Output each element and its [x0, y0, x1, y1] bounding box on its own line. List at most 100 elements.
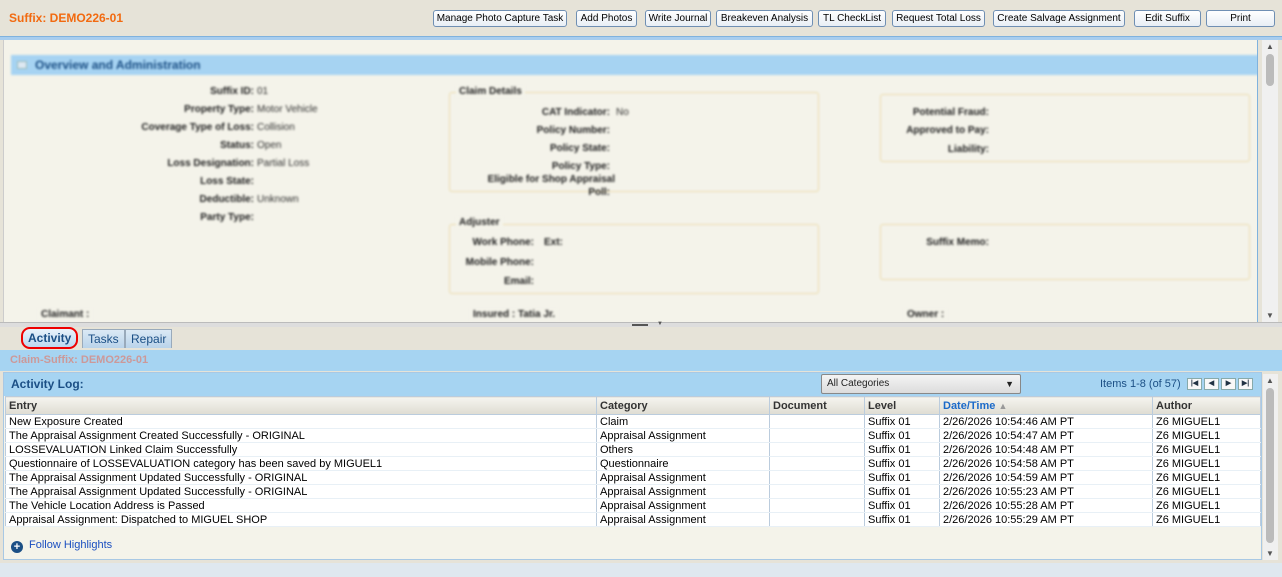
- activity-log-header: Activity Log: All Categories ▼ Items 1-8 …: [4, 373, 1261, 396]
- cell-category: Appraisal Assignment: [596, 470, 770, 485]
- edit-suffix-button[interactable]: Edit Suffix: [1134, 10, 1201, 27]
- scroll-down-icon[interactable]: ▼: [1266, 311, 1274, 320]
- claim-details-title: Claim Details: [456, 86, 525, 97]
- cell-document: [769, 512, 865, 527]
- cell-category: Appraisal Assignment: [596, 512, 770, 527]
- write-journal-button[interactable]: Write Journal: [645, 10, 711, 27]
- cell-datetime: 2/26/2026 10:55:23 AM PT: [939, 484, 1153, 499]
- create-salvage-assignment-button[interactable]: Create Salvage Assignment: [993, 10, 1125, 27]
- cell-category: Others: [596, 442, 770, 457]
- follow-highlights-link[interactable]: + Follow Highlights: [11, 539, 112, 553]
- adjuster-fieldset: [449, 224, 819, 294]
- tab-activity[interactable]: Activity: [21, 327, 79, 349]
- next-page-icon[interactable]: ▶: [1221, 378, 1236, 390]
- adjuster-title: Adjuster: [456, 217, 503, 228]
- activity-scrollbar[interactable]: ▲ ▼: [1263, 374, 1278, 560]
- cell-entry: The Appraisal Assignment Updated Success…: [5, 484, 597, 499]
- table-row[interactable]: The Appraisal Assignment Updated Success…: [5, 484, 1261, 499]
- cell-document: [769, 498, 865, 513]
- field-value: 01: [257, 86, 269, 97]
- cell-document: [769, 484, 865, 499]
- overview-scrollbar[interactable]: ▲ ▼: [1262, 40, 1278, 322]
- table-row[interactable]: Appraisal Assignment: Dispatched to MIGU…: [5, 512, 1261, 527]
- overview-header[interactable]: Overview and Administration: [11, 55, 1257, 75]
- print-button[interactable]: Print: [1206, 10, 1275, 27]
- approved-to-pay-label: Approved to Pay:: [906, 125, 989, 136]
- mobile-phone-label: Mobile Phone:: [465, 257, 534, 268]
- cell-category: Appraisal Assignment: [596, 498, 770, 513]
- cell-author: Z6 MIGUEL1: [1152, 414, 1261, 429]
- work-phone-label: Work Phone:: [472, 237, 534, 248]
- overview-panel: Overview and Administration Suffix ID: 01…: [3, 40, 1258, 322]
- cell-document: [769, 442, 865, 457]
- first-page-icon[interactable]: |◀: [1187, 378, 1202, 390]
- column-header-document[interactable]: Document: [769, 396, 865, 415]
- dropdown-arrow-icon: ▼: [1005, 379, 1014, 389]
- field-value: Unknown: [257, 194, 299, 205]
- cell-category: Appraisal Assignment: [596, 428, 770, 443]
- cell-entry: The Appraisal Assignment Created Success…: [5, 428, 597, 443]
- cell-datetime: 2/26/2026 10:54:47 AM PT: [939, 428, 1153, 443]
- fraud-fieldset: [880, 94, 1250, 162]
- column-header-author[interactable]: Author: [1152, 396, 1261, 415]
- cell-datetime: 2/26/2026 10:55:29 AM PT: [939, 512, 1153, 527]
- field-label: Suffix ID:: [210, 86, 254, 97]
- sort-asc-icon: ▲: [998, 400, 1008, 411]
- scroll-down-icon[interactable]: ▼: [1266, 549, 1274, 558]
- request-total-loss-button[interactable]: Request Total Loss: [892, 10, 985, 27]
- cell-category: Claim: [596, 414, 770, 429]
- last-page-icon[interactable]: ▶|: [1238, 378, 1253, 390]
- splitter-handle[interactable]: ▼: [0, 321, 1282, 327]
- field-value: Open: [257, 140, 282, 151]
- cell-document: [769, 470, 865, 485]
- cat-indicator-label: CAT Indicator:: [541, 107, 610, 118]
- column-header-datetime[interactable]: Date/Time ▲: [939, 396, 1153, 415]
- field-label: Coverage Type of Loss:: [141, 122, 254, 133]
- scroll-thumb[interactable]: [1266, 54, 1274, 86]
- table-row[interactable]: The Vehicle Location Address is Passed Ap…: [5, 498, 1261, 513]
- suffix-memo-label: Suffix Memo:: [926, 237, 989, 248]
- activity-log-panel: Activity Log: All Categories ▼ Items 1-8 …: [3, 372, 1262, 560]
- table-row[interactable]: LOSSEVALUATION Linked Claim Successfully…: [5, 442, 1261, 457]
- page-title: Suffix: DEMO226-01: [9, 11, 124, 25]
- column-header-category[interactable]: Category: [596, 396, 770, 415]
- cat-indicator-value: No: [616, 107, 629, 118]
- column-header-level[interactable]: Level: [864, 396, 940, 415]
- tl-checklist-button[interactable]: TL CheckList: [818, 10, 886, 27]
- breakeven-analysis-button[interactable]: Breakeven Analysis: [716, 10, 813, 27]
- column-header-entry[interactable]: Entry: [5, 396, 597, 415]
- field-label: Loss State:: [200, 176, 254, 187]
- cell-level: Suffix 01: [864, 470, 940, 485]
- add-photos-button[interactable]: Add Photos: [576, 10, 637, 27]
- scroll-up-icon[interactable]: ▲: [1266, 376, 1274, 385]
- field-value: Collision: [257, 122, 295, 133]
- prev-page-icon[interactable]: ◀: [1204, 378, 1219, 390]
- tab-tasks[interactable]: Tasks: [82, 329, 125, 348]
- table-row[interactable]: Questionnaire of LOSSEVALUATION category…: [5, 456, 1261, 471]
- category-filter-select[interactable]: All Categories ▼: [821, 374, 1021, 394]
- eligible-label: Eligible for Shop Appraisal: [487, 174, 615, 185]
- table-row[interactable]: The Appraisal Assignment Created Success…: [5, 428, 1261, 443]
- table-row[interactable]: The Appraisal Assignment Updated Success…: [5, 470, 1261, 485]
- cell-document: [769, 414, 865, 429]
- policy-number-label: Policy Number:: [536, 125, 610, 136]
- claimant-title: Claimant :: [38, 309, 93, 320]
- cell-level: Suffix 01: [864, 498, 940, 513]
- plus-circle-icon: +: [11, 541, 23, 553]
- cell-level: Suffix 01: [864, 484, 940, 499]
- manage-photo-capture-task-button[interactable]: Manage Photo Capture Task: [433, 10, 567, 27]
- cell-category: Appraisal Assignment: [596, 484, 770, 499]
- cell-author: Z6 MIGUEL1: [1152, 428, 1261, 443]
- liability-label: Liability:: [947, 144, 989, 155]
- table-row[interactable]: New Exposure Created Claim Suffix 01 2/26/2…: [5, 414, 1261, 429]
- scroll-thumb[interactable]: [1266, 388, 1274, 543]
- claim-details-fieldset: [449, 92, 819, 192]
- collapse-icon[interactable]: [17, 61, 27, 69]
- cell-entry: The Appraisal Assignment Updated Success…: [5, 470, 597, 485]
- scroll-up-icon[interactable]: ▲: [1266, 42, 1274, 51]
- field-value: Partial Loss: [257, 158, 310, 169]
- field-value: Motor Vehicle: [257, 104, 318, 115]
- tab-repair[interactable]: Repair: [125, 329, 173, 348]
- cell-entry: The Vehicle Location Address is Passed: [5, 498, 597, 513]
- cell-document: [769, 456, 865, 471]
